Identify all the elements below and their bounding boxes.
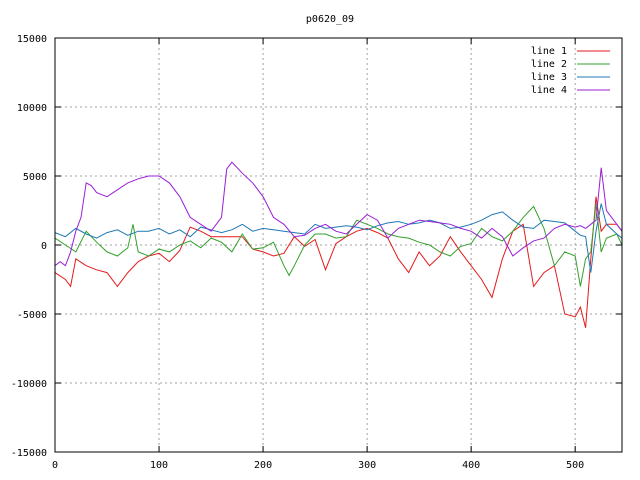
series-line-1 <box>54 196 623 328</box>
legend-label-2: line 2 <box>531 59 567 70</box>
x-tick-label: 200 <box>254 460 272 471</box>
legend-label-4: line 4 <box>531 85 567 96</box>
y-tick-label: -5000 <box>17 310 47 321</box>
y-tick-label: -10000 <box>11 379 47 390</box>
series-line-2 <box>54 203 623 287</box>
y-tick-label: 0 <box>41 241 47 252</box>
grid-lines <box>55 38 622 452</box>
x-tick-label: 100 <box>150 460 168 471</box>
series-line-4 <box>54 161 623 267</box>
y-tick-label: 5000 <box>23 172 47 183</box>
x-tick-label: 400 <box>462 460 480 471</box>
series-lines <box>54 161 623 328</box>
x-tick-label: 0 <box>52 460 58 471</box>
x-tick-label: 500 <box>566 460 584 471</box>
legend-label-1: line 1 <box>531 46 567 57</box>
y-tick-label: 15000 <box>17 34 47 45</box>
plot-area-border <box>54 37 623 453</box>
y-tick-label: 10000 <box>17 103 47 114</box>
legend: line 1 line 2 line 3 line 4 <box>531 46 610 96</box>
y-tick-label: -15000 <box>11 448 47 459</box>
series-line-3 <box>54 203 623 273</box>
chart-title: p0620_09 <box>306 14 354 25</box>
legend-label-3: line 3 <box>531 72 567 83</box>
axis-ticks: 0 100 200 300 400 500 -15000 -10000 -5000 0 5000 10… <box>11 34 622 471</box>
x-tick-label: 300 <box>358 460 376 471</box>
